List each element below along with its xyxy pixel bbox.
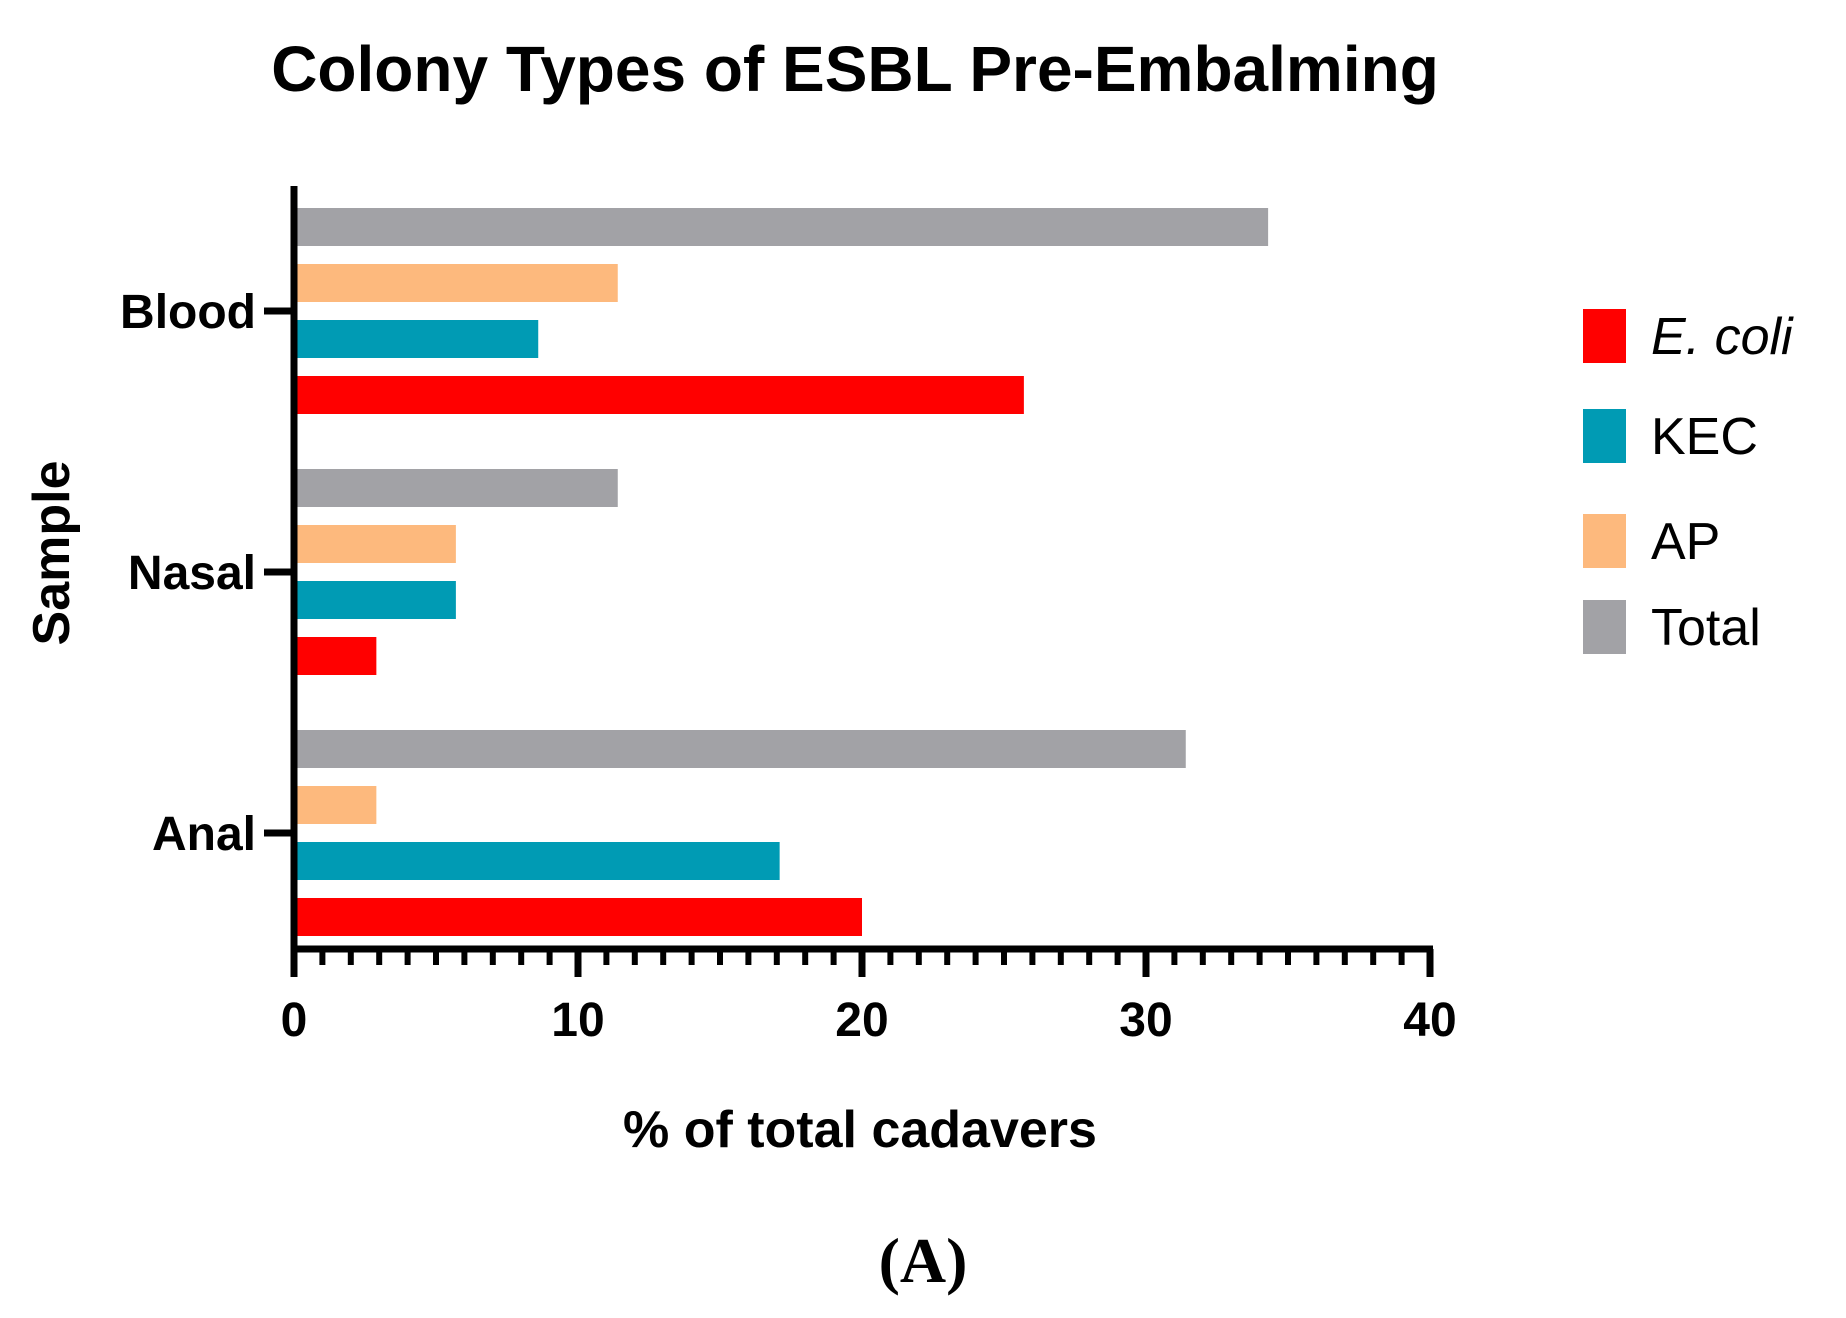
x-tick-label: 20 <box>835 994 888 1047</box>
legend-label-e-coli: E. coli <box>1651 308 1794 366</box>
bar-anal-kec <box>297 842 780 880</box>
x-tick-label: 10 <box>551 994 604 1047</box>
x-tick-label: 0 <box>281 994 308 1047</box>
x-axis-title: % of total cadavers <box>623 1101 1097 1159</box>
y-tick-label-blood: Blood <box>120 286 256 339</box>
bars-group <box>297 208 1269 936</box>
bar-anal-ap <box>297 786 377 824</box>
bar-blood-kec <box>297 320 539 358</box>
bar-nasal-total <box>297 469 618 507</box>
panel-label: (A) <box>879 1225 968 1296</box>
legend-label-total: Total <box>1651 599 1761 657</box>
legend-swatch-total <box>1583 600 1626 654</box>
chart-title: Colony Types of ESBL Pre-Embalming <box>271 33 1439 105</box>
bar-blood-e-coli <box>297 376 1024 414</box>
legend-label-ap: AP <box>1651 513 1720 571</box>
bar-anal-total <box>297 730 1186 768</box>
legend-label-kec: KEC <box>1651 408 1758 466</box>
y-tick-label-anal: Anal <box>152 808 256 861</box>
bar-blood-ap <box>297 264 618 302</box>
legend-swatch-e-coli <box>1583 309 1626 363</box>
bar-blood-total <box>297 208 1269 246</box>
legend: E. coli KEC AP Total <box>1583 308 1794 657</box>
bar-nasal-e-coli <box>297 637 377 675</box>
y-axis-title: Sample <box>23 461 81 646</box>
axes-group: 0 10 20 30 40 Blood Nasal Anal <box>120 186 1457 1047</box>
x-tick-label: 30 <box>1119 994 1172 1047</box>
y-tick-label-nasal: Nasal <box>128 547 256 600</box>
legend-swatch-ap <box>1583 514 1626 568</box>
bar-nasal-ap <box>297 525 456 563</box>
bar-anal-e-coli <box>297 898 862 936</box>
bar-nasal-kec <box>297 581 456 619</box>
legend-swatch-kec <box>1583 409 1626 463</box>
x-tick-label: 40 <box>1403 994 1456 1047</box>
